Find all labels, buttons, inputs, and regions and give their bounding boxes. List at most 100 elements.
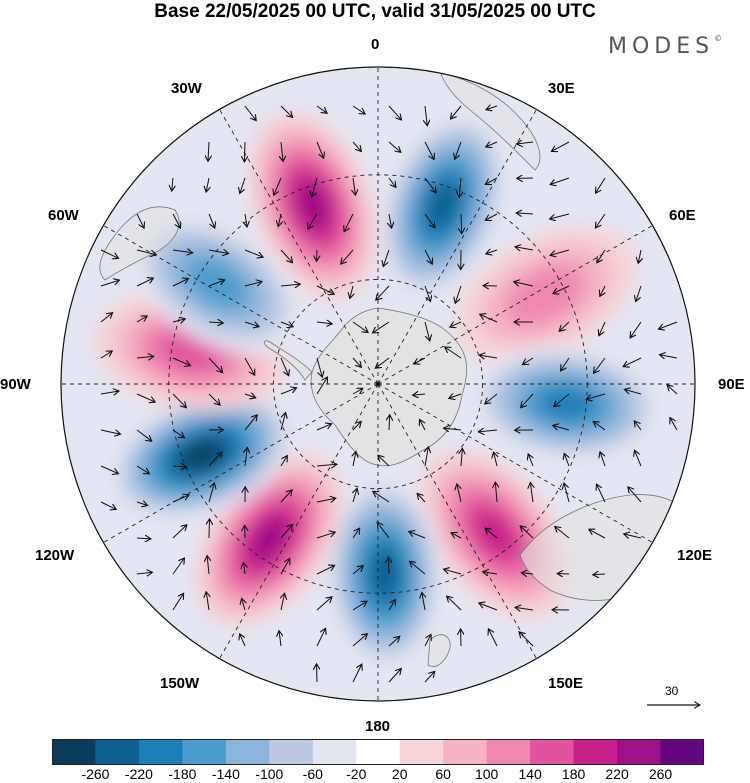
- wind-vector: [596, 177, 606, 193]
- wind-vector: [352, 601, 367, 611]
- wind-vector: [624, 534, 642, 538]
- wind-vector: [353, 177, 356, 195]
- wind-vector: [593, 574, 606, 575]
- wind-vector: [172, 250, 193, 253]
- wind-vector: [445, 347, 462, 359]
- wind-vector: [352, 634, 367, 647]
- wind-vector: [240, 177, 246, 194]
- wind-vector: [425, 447, 428, 467]
- wind-vector: [559, 321, 570, 331]
- wind-vector: [455, 141, 462, 159]
- wind-vector: [244, 357, 255, 375]
- wind-vector: [485, 177, 498, 184]
- wind-vector: [207, 556, 209, 575]
- wind-vector: [486, 250, 498, 254]
- colorbar-segment: [660, 739, 704, 765]
- wind-vector: [424, 285, 431, 302]
- wind-vector: [659, 321, 678, 329]
- wind-vector: [516, 213, 534, 214]
- wind-vector: [564, 483, 570, 503]
- wind-vector: [136, 429, 152, 441]
- wind-vector: [414, 357, 426, 364]
- wind-vector: [660, 355, 678, 358]
- wind-vector: [317, 664, 318, 683]
- wind-vector: [670, 418, 678, 431]
- wind-vector: [486, 106, 498, 110]
- wind-vector: [485, 528, 498, 539]
- colorbar-tick-label: -20: [346, 766, 367, 782]
- wind-vector: [316, 464, 337, 466]
- wind-vector: [376, 285, 390, 300]
- wind-vector: [424, 634, 431, 647]
- wind-vector: [208, 322, 223, 323]
- wind-vector: [208, 250, 229, 254]
- brand-text: MODES: [608, 34, 715, 59]
- wind-vector: [447, 596, 462, 611]
- wind-vector: [280, 284, 300, 286]
- colorbar-tick-label: -140: [211, 766, 240, 782]
- africa-outline: [439, 71, 541, 171]
- wind-vector: [316, 285, 334, 294]
- wind-vector: [424, 321, 430, 341]
- wind-vector: [281, 141, 283, 162]
- wind-vector: [100, 313, 113, 323]
- wind-vector: [206, 177, 209, 192]
- wind-vector: [136, 465, 150, 474]
- wind-vectors: [100, 105, 678, 683]
- colorbar-tick-label: 260: [648, 766, 673, 782]
- wind-vector: [494, 452, 498, 467]
- wind-vector: [623, 357, 642, 367]
- wind-vector: [244, 141, 245, 162]
- wind-vector: [280, 413, 286, 431]
- wind-vector: [444, 428, 462, 430]
- wind-vector: [352, 141, 361, 151]
- wind-vector: [422, 592, 425, 611]
- wind-vector: [136, 278, 153, 287]
- wind-vector: [444, 569, 462, 575]
- lon-label-90w: 90W: [0, 376, 31, 393]
- wind-vector: [634, 421, 642, 431]
- wind-vector: [373, 491, 390, 503]
- wind-vector: [424, 177, 436, 193]
- wind-vector: [100, 249, 119, 258]
- wind-vector: [636, 285, 642, 302]
- wind-vector: [208, 452, 222, 467]
- wind-vector: [353, 488, 357, 503]
- wind-vector: [480, 314, 498, 323]
- south-america-outline: [99, 206, 180, 281]
- lon-label-90e: 90E: [718, 376, 745, 393]
- wind-vector: [136, 393, 155, 402]
- wind-vector: [316, 424, 332, 431]
- antarctica-outline: [310, 307, 468, 467]
- wind-vector: [388, 177, 396, 187]
- wind-vector: [479, 355, 498, 358]
- wind-vector: [244, 322, 259, 327]
- antarctic-peninsula-outline: [263, 340, 313, 381]
- wind-vector: [100, 351, 112, 359]
- graticule: [61, 67, 695, 701]
- wind-vector: [100, 465, 119, 474]
- wind-vector: [243, 562, 245, 575]
- wind-vector: [377, 522, 390, 539]
- wind-vector: [586, 393, 606, 399]
- wind-vector: [478, 430, 498, 432]
- wind-vector: [486, 142, 498, 147]
- wind-vector: [389, 557, 390, 575]
- wind-vector: [208, 280, 225, 287]
- wind-vector: [350, 285, 353, 298]
- wind-vector: [136, 249, 156, 255]
- wind-vector: [240, 634, 246, 647]
- wind-vector: [517, 142, 534, 144]
- colorbar-segment: [138, 739, 183, 765]
- wind-vector: [388, 105, 402, 120]
- wind-vector: [100, 429, 121, 434]
- wind-vector: [242, 598, 245, 611]
- wind-vector: [528, 454, 533, 467]
- colorbar-segment: [617, 739, 662, 765]
- colorbar-tick-label: 20: [391, 766, 408, 782]
- colorbar-segment: [52, 739, 96, 765]
- colorbar-segment: [312, 739, 357, 765]
- wind-vector: [172, 558, 185, 575]
- map-title: Base 22/05/2025 00 UTC, valid 31/05/2025…: [154, 1, 596, 22]
